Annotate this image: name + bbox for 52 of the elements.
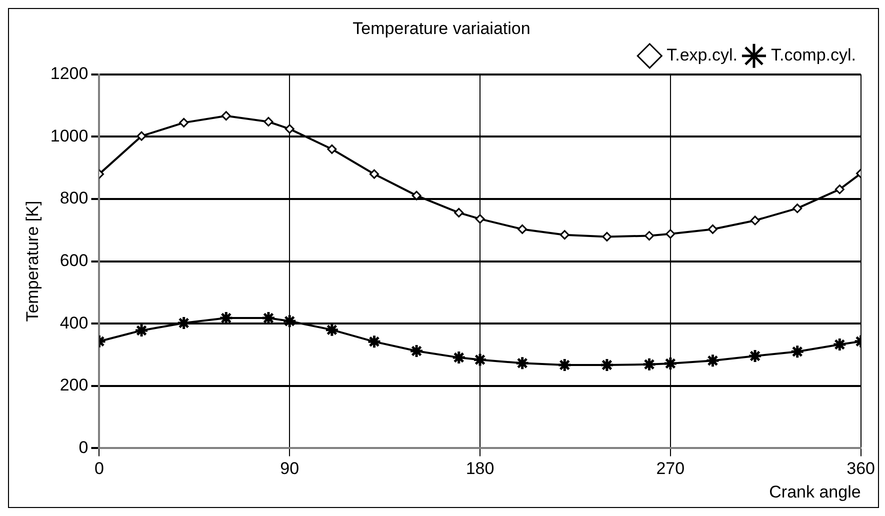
point (221, 111, 231, 121)
y-tick-label: 400 (60, 313, 88, 332)
point (324, 322, 340, 338)
point (790, 344, 805, 359)
y-tick-label: 600 (60, 250, 88, 270)
point (134, 323, 149, 338)
point (708, 224, 718, 234)
point (452, 350, 466, 365)
point (327, 144, 337, 154)
point (832, 337, 847, 352)
point (834, 184, 844, 194)
chart-title: Temperature variaiation (352, 18, 530, 38)
point (792, 204, 802, 214)
point (644, 231, 654, 241)
x-tick-label: 270 (656, 459, 685, 478)
y-tick-label: 0 (78, 438, 88, 457)
point (560, 230, 570, 240)
point (666, 229, 676, 239)
point (515, 356, 530, 370)
x-axis-title: Crank angle (769, 482, 861, 502)
point (557, 358, 572, 372)
point (663, 356, 678, 371)
point (179, 118, 189, 128)
point (602, 232, 612, 242)
point (412, 190, 422, 200)
legend-label: T.exp.cyl. (666, 46, 738, 65)
point (409, 344, 424, 358)
point (750, 216, 760, 226)
point (136, 131, 146, 141)
legend-label: T.comp.cyl. (770, 46, 856, 65)
y-tick-label: 200 (60, 376, 88, 395)
point (600, 358, 614, 372)
y-tick-label: 1000 (50, 126, 88, 146)
x-tick-label: 180 (466, 459, 494, 478)
point (472, 352, 488, 367)
y-tick-label: 1200 (50, 64, 88, 84)
point (705, 353, 720, 368)
point (369, 169, 379, 179)
point (518, 224, 528, 234)
point (748, 348, 762, 364)
y-axis-title: Temperature [K] (22, 200, 42, 322)
x-tick-label: 0 (94, 459, 104, 478)
point (475, 214, 485, 224)
x-tick-label: 360 (846, 459, 876, 478)
point (642, 357, 657, 372)
point (282, 314, 297, 328)
point (454, 208, 464, 218)
point (264, 117, 274, 126)
x-tick-label: 90 (280, 459, 300, 478)
y-tick-label: 800 (60, 188, 88, 208)
point (366, 334, 382, 349)
point (284, 124, 294, 134)
